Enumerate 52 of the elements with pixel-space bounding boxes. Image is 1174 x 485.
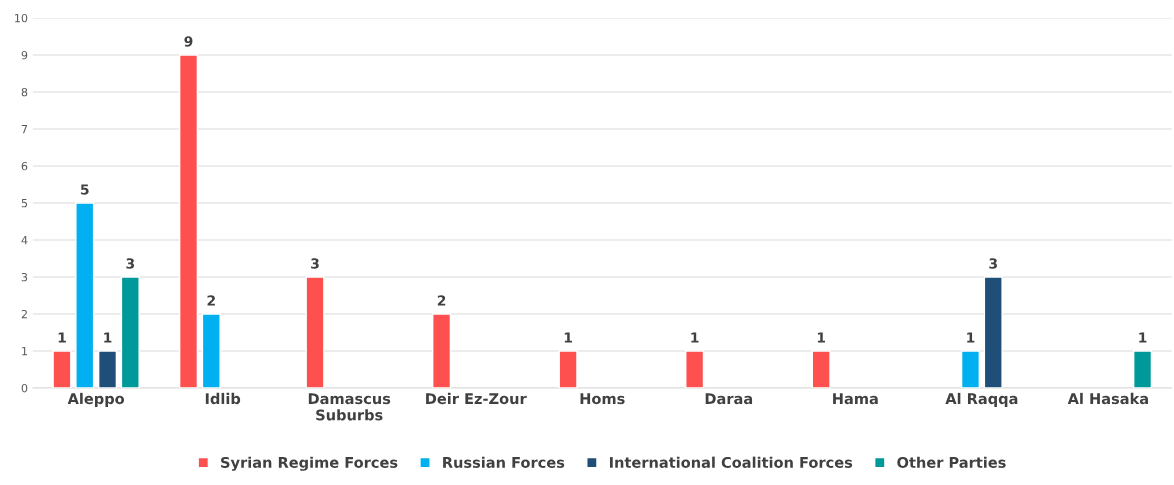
x-tick-label: Al Raqqa — [945, 392, 1018, 407]
legend-label: International Coalition Forces — [609, 456, 853, 468]
x-tick-label: Al Hasaka — [1067, 392, 1148, 405]
x-tick-label: Daraa — [705, 393, 753, 405]
legend-label: Russian Forces — [443, 456, 565, 468]
bar — [558, 350, 578, 388]
x-tick-label: Aleppo — [67, 392, 125, 407]
bar — [120, 276, 140, 388]
x-tick-label: Deir Ez-Zour — [426, 392, 527, 405]
y-tick-label: 9 — [21, 50, 28, 60]
y-tick-label: 0 — [21, 383, 28, 393]
bar — [305, 276, 325, 388]
legend-label: Syrian Regime Forces — [221, 456, 398, 471]
bar — [97, 350, 118, 388]
data-label: 1 — [1139, 332, 1147, 343]
bar — [52, 350, 72, 388]
data-label: 3 — [311, 258, 319, 269]
bar — [811, 350, 831, 388]
x-tick-label: Idlib — [205, 392, 241, 405]
y-tick-label: 8 — [21, 87, 28, 97]
data-label: 1 — [967, 332, 975, 343]
y-tick-label: 3 — [21, 272, 28, 282]
legend-label: Other Parties — [897, 456, 1006, 468]
y-tick-label: 2 — [21, 309, 27, 319]
data-label: 1 — [564, 332, 572, 343]
data-label: 9 — [184, 36, 193, 47]
data-label: 1 — [691, 332, 699, 343]
y-tick-label: 10 — [15, 13, 28, 23]
x-tick-label: Damascus Suburbs — [308, 393, 391, 421]
y-tick-label: 1 — [22, 347, 27, 356]
bar — [960, 350, 981, 388]
y-tick-label: 5 — [21, 199, 28, 208]
x-tick-label: Homs — [580, 393, 625, 405]
bar — [201, 313, 221, 388]
y-tick-label: 6 — [21, 161, 28, 171]
data-label: 3 — [126, 258, 135, 269]
bar — [178, 54, 199, 388]
bar — [685, 350, 705, 388]
bar — [75, 202, 95, 388]
data-label: 1 — [58, 332, 66, 343]
y-tick-label: 4 — [21, 236, 28, 245]
data-label: 5 — [80, 184, 89, 195]
bar — [432, 313, 452, 388]
x-tick-label: Hama — [833, 393, 878, 405]
data-label: 1 — [817, 332, 826, 343]
data-label: 2 — [437, 295, 446, 306]
y-tick-label: 7 — [21, 125, 28, 134]
data-label: 3 — [989, 258, 997, 269]
data-label: 1 — [104, 332, 112, 343]
bar — [1132, 350, 1153, 388]
bar — [983, 276, 1003, 388]
data-label: 2 — [207, 295, 215, 306]
